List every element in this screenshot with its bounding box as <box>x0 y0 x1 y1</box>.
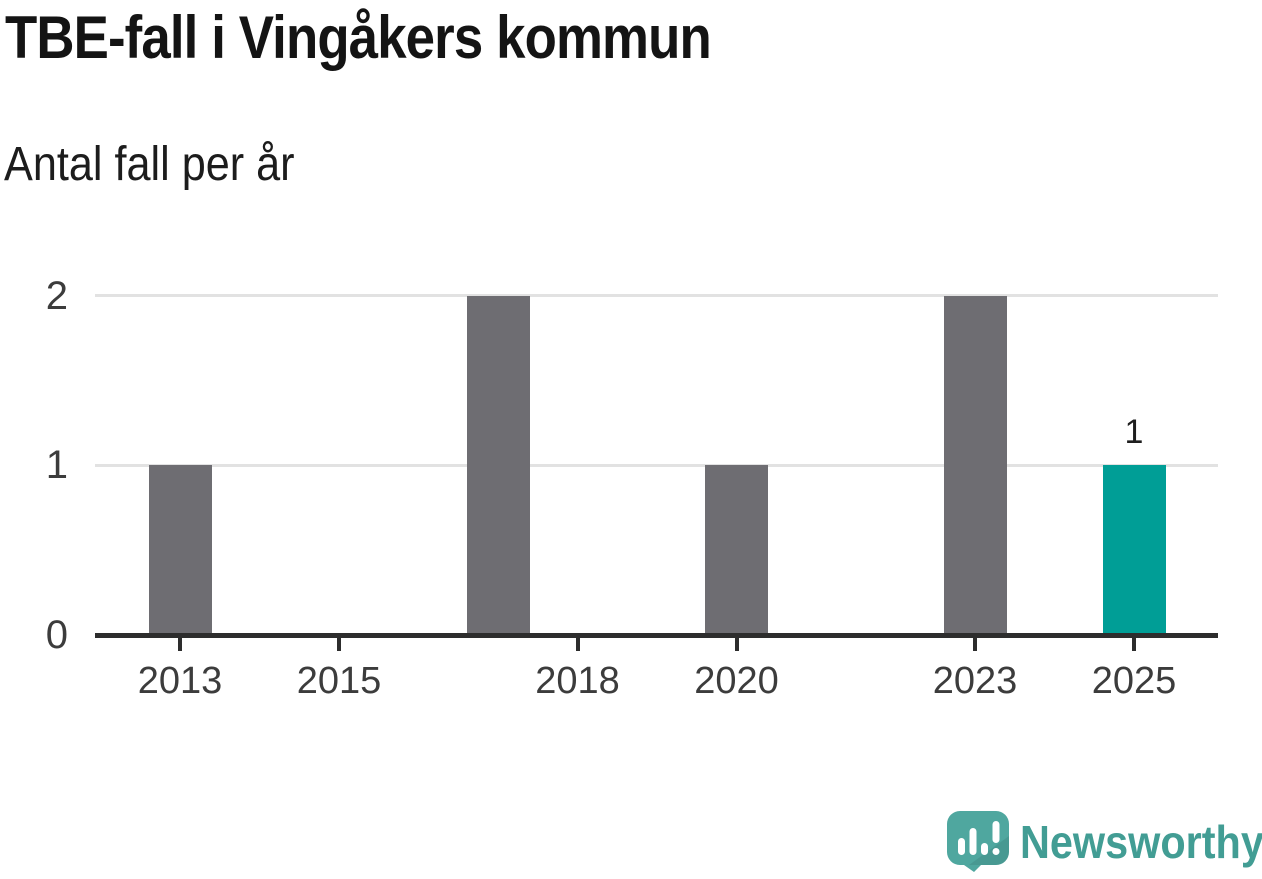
x-axis-tick-label: 2018 <box>535 660 620 702</box>
x-axis-tick <box>575 637 580 651</box>
mini-bar-chart-icon <box>958 838 965 855</box>
x-axis-tick <box>337 637 341 651</box>
x-axis-tick-label: 2013 <box>137 660 223 702</box>
newsworthy-logo-icon <box>947 811 1009 872</box>
chart-subtitle: Antal fall per år <box>4 138 295 191</box>
x-axis-tick-label: 2025 <box>1091 660 1177 702</box>
x-axis-line <box>95 632 1218 638</box>
bar <box>466 295 530 635</box>
y-axis-label: 0 <box>45 613 68 657</box>
x-axis-tick <box>1132 637 1136 651</box>
x-axis-tick <box>734 637 739 651</box>
bar <box>705 465 768 635</box>
bar-highlighted <box>1102 465 1166 635</box>
mini-bar-chart-icon <box>969 828 977 855</box>
exclamation-icon <box>992 821 1000 843</box>
newsworthy-wordmark: Newsworthy <box>1020 815 1262 868</box>
y-axis-label: 1 <box>45 443 68 488</box>
bar <box>148 465 212 635</box>
logo-long-shadow <box>969 836 1009 865</box>
x-axis-tick <box>973 637 977 651</box>
bar-value-label: 1 <box>1124 413 1144 452</box>
newsworthy-logo: Newsworthy <box>947 811 1262 872</box>
y-axis-label: 2 <box>45 273 68 318</box>
x-axis-tick <box>178 637 182 651</box>
gridline <box>95 463 1218 467</box>
x-axis-tick-label: 2020 <box>694 660 779 702</box>
bar <box>943 295 1007 635</box>
exclamation-icon <box>992 848 1000 855</box>
gridline <box>95 294 1218 297</box>
mini-bar-chart-icon <box>981 843 988 855</box>
x-axis-tick-label: 2015 <box>296 660 382 702</box>
chart-title: TBE-fall i Vingåkers kommun <box>5 4 712 71</box>
x-axis-tick-label: 2023 <box>932 660 1018 702</box>
